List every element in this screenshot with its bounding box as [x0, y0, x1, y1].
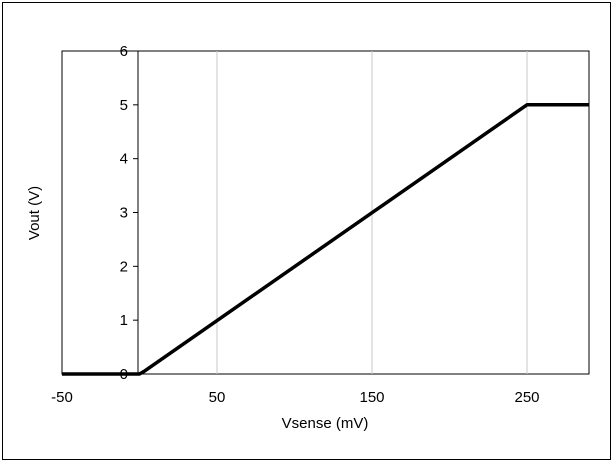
y-tick-label: 5: [120, 97, 128, 114]
x-tick-label: 50: [209, 389, 226, 406]
y-axis: 0 1 2 3 4 5 6: [120, 43, 139, 383]
y-tick-label: 0: [120, 366, 128, 383]
y-tick-label: 2: [120, 258, 128, 275]
line-chart: 0 1 2 3 4 5 6 -50 50 150 250 Vsense (mV) Vout (V): [26, 43, 590, 432]
y-tick-label: 4: [120, 151, 128, 168]
series-line: [62, 103, 589, 376]
x-axis-title: Vsense (mV): [282, 415, 369, 432]
y-axis-title: Vout (V): [26, 186, 43, 240]
x-axis: -50 50 150 250: [51, 389, 539, 406]
y-tick-label: 3: [120, 205, 128, 222]
y-tick-label: 6: [120, 43, 128, 60]
x-tick-label: -50: [51, 389, 73, 406]
plot-area: [61, 50, 590, 375]
x-tick-label: 150: [359, 389, 384, 406]
x-tick-label: 250: [514, 389, 539, 406]
chart-frame: 0 1 2 3 4 5 6 -50 50 150 250 Vsense (mV) Vout (V): [2, 2, 611, 460]
y-tick-label: 1: [120, 312, 128, 329]
series-layer: [62, 103, 589, 376]
